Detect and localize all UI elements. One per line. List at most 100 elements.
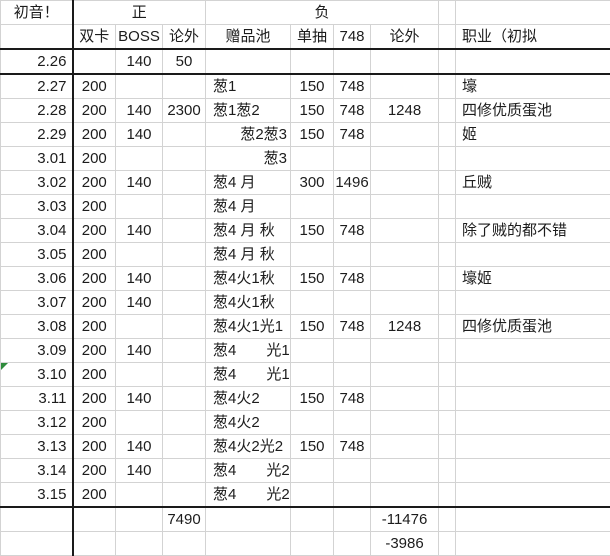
cell[interactable]: 3.07 (1, 291, 73, 315)
cell[interactable] (116, 147, 163, 171)
cell[interactable] (439, 507, 456, 532)
cell[interactable] (163, 243, 206, 267)
cell[interactable] (439, 74, 456, 99)
cell[interactable] (334, 411, 371, 435)
cell[interactable]: 3.02 (1, 171, 73, 195)
cell[interactable]: 7490 (163, 507, 206, 532)
cell[interactable] (456, 459, 610, 483)
cell[interactable]: 200 (73, 267, 116, 291)
cell[interactable]: 葱4 月 秋 (206, 219, 291, 243)
cell[interactable]: 1248 (371, 315, 439, 339)
cell[interactable] (163, 147, 206, 171)
cell[interactable] (439, 243, 456, 267)
cell[interactable]: 2.27 (1, 74, 73, 99)
cell[interactable]: 748 (334, 123, 371, 147)
cell[interactable] (439, 195, 456, 219)
cell[interactable]: 葱4 光1 (206, 363, 291, 387)
cell[interactable]: 748 (334, 435, 371, 459)
cell[interactable] (439, 171, 456, 195)
cell[interactable]: 姬 (456, 123, 610, 147)
cell[interactable] (456, 387, 610, 411)
cell[interactable] (439, 411, 456, 435)
cell[interactable]: 3.12 (1, 411, 73, 435)
col-header-single-pull[interactable]: 单抽 (291, 25, 334, 50)
cell[interactable] (291, 532, 334, 556)
col-header-dual-card[interactable]: 双卡 (73, 25, 116, 50)
cell[interactable]: 葱4 光2 (206, 483, 291, 508)
cell[interactable]: 3.05 (1, 243, 73, 267)
cell[interactable]: 2.29 (1, 123, 73, 147)
cell[interactable]: 150 (291, 435, 334, 459)
cell[interactable] (371, 147, 439, 171)
cell[interactable] (334, 459, 371, 483)
cell[interactable]: 748 (334, 267, 371, 291)
cell[interactable]: 150 (291, 267, 334, 291)
cell[interactable] (291, 147, 334, 171)
cell[interactable] (371, 171, 439, 195)
cell[interactable] (371, 291, 439, 315)
cell[interactable]: 四修优质蛋池 (456, 315, 610, 339)
cell[interactable]: 葱4火2光2 (206, 435, 291, 459)
cell[interactable] (116, 363, 163, 387)
cell[interactable] (456, 291, 610, 315)
cell[interactable]: 200 (73, 411, 116, 435)
cell[interactable]: 200 (73, 315, 116, 339)
cell[interactable] (163, 459, 206, 483)
cell[interactable] (116, 411, 163, 435)
cell[interactable]: 壕 (456, 74, 610, 99)
cell[interactable]: 200 (73, 99, 116, 123)
cell[interactable] (163, 291, 206, 315)
cell[interactable]: 200 (73, 243, 116, 267)
cell[interactable]: 壕姬 (456, 267, 610, 291)
cell[interactable] (371, 435, 439, 459)
cell[interactable]: 140 (116, 459, 163, 483)
cell[interactable] (439, 267, 456, 291)
cell[interactable] (439, 49, 456, 74)
cell[interactable] (163, 532, 206, 556)
cell[interactable] (439, 315, 456, 339)
cell[interactable]: 葱2葱3 (206, 123, 291, 147)
cell[interactable] (439, 387, 456, 411)
col-header-748[interactable]: 748 (334, 25, 371, 50)
cell[interactable]: 200 (73, 483, 116, 508)
cell[interactable] (163, 315, 206, 339)
cell[interactable]: 140 (116, 99, 163, 123)
cell[interactable]: 150 (291, 99, 334, 123)
cell[interactable] (334, 195, 371, 219)
cell[interactable]: 150 (291, 315, 334, 339)
cell[interactable] (371, 195, 439, 219)
cell[interactable]: 葱4 光2 (206, 459, 291, 483)
cell[interactable]: 葱4 月 (206, 195, 291, 219)
cell[interactable] (1, 25, 73, 50)
cell[interactable] (163, 363, 206, 387)
cell[interactable]: 140 (116, 339, 163, 363)
cell[interactable] (371, 459, 439, 483)
cell[interactable]: 140 (116, 49, 163, 74)
cell[interactable]: 200 (73, 339, 116, 363)
cell[interactable]: 葱4火1光1 (206, 315, 291, 339)
cell[interactable]: 150 (291, 123, 334, 147)
cell[interactable] (456, 507, 610, 532)
cell[interactable] (371, 74, 439, 99)
cell[interactable]: 葱4火1秋 (206, 267, 291, 291)
cell[interactable] (291, 363, 334, 387)
cell[interactable]: 140 (116, 123, 163, 147)
cell[interactable]: 丘贼 (456, 171, 610, 195)
cell[interactable]: 3.04 (1, 219, 73, 243)
cell[interactable]: 葱1葱2 (206, 99, 291, 123)
cell[interactable] (291, 339, 334, 363)
cell[interactable] (439, 147, 456, 171)
cell[interactable] (163, 411, 206, 435)
cell[interactable]: -3986 (371, 532, 439, 556)
cell[interactable] (456, 243, 610, 267)
cell[interactable] (116, 315, 163, 339)
cell[interactable] (439, 1, 456, 25)
cell[interactable] (116, 195, 163, 219)
cell[interactable]: 葱4 月 秋 (206, 243, 291, 267)
cell[interactable]: 200 (73, 363, 116, 387)
cell[interactable] (439, 532, 456, 556)
cell[interactable] (371, 483, 439, 508)
cell[interactable] (456, 195, 610, 219)
cell[interactable]: 200 (73, 147, 116, 171)
cell[interactable]: 3.11 (1, 387, 73, 411)
